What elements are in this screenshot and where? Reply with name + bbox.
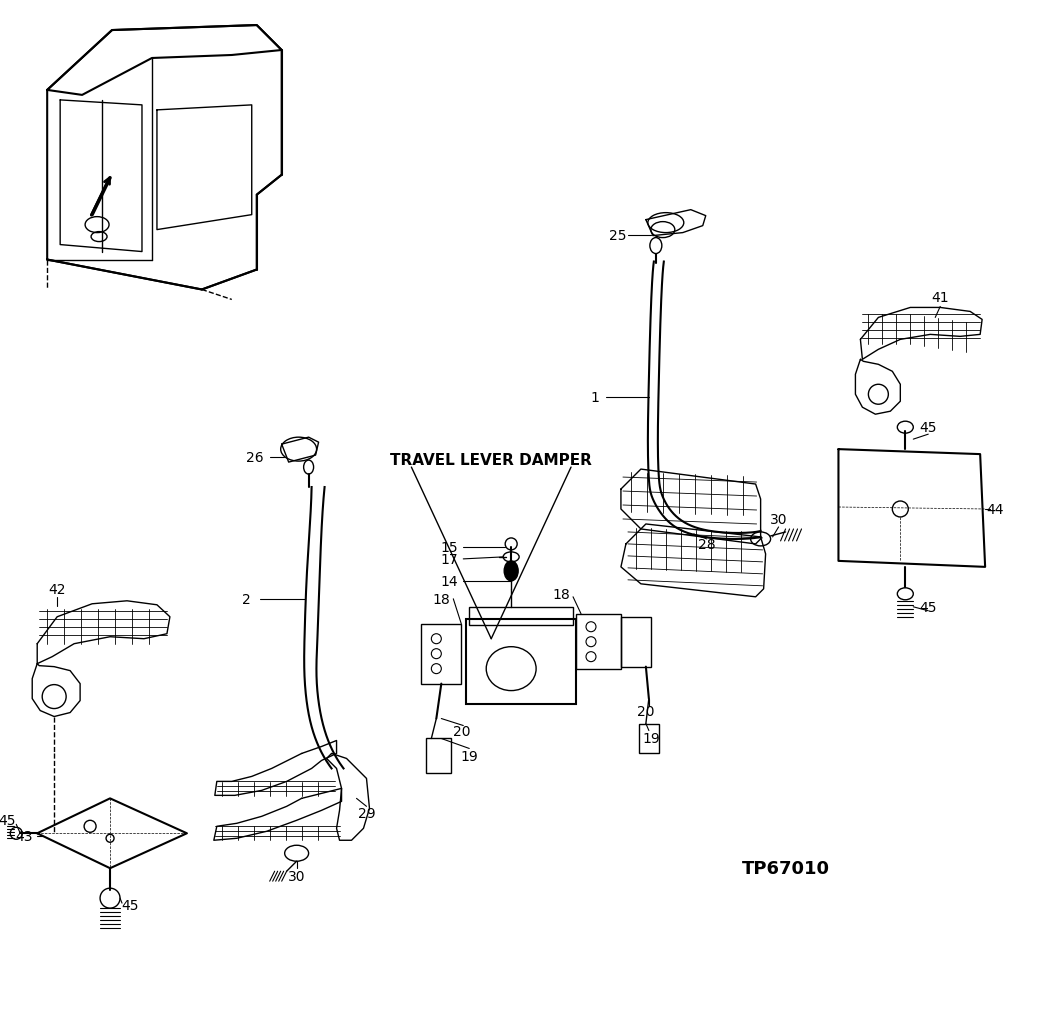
Text: 30: 30 [770,513,788,527]
Text: 17: 17 [440,552,458,566]
Text: 20: 20 [637,704,655,718]
Text: 30: 30 [288,869,305,884]
Ellipse shape [504,561,518,581]
Text: 2: 2 [243,592,251,607]
Bar [621,617,651,667]
Text: 19: 19 [460,750,478,763]
Text: 41: 41 [931,291,949,305]
Text: 43: 43 [16,829,33,843]
Bar [427,739,451,773]
Text: 42: 42 [48,582,66,596]
Bar [470,608,573,625]
Bar [422,624,461,683]
Text: 45: 45 [121,898,139,912]
Text: 18: 18 [432,592,450,607]
Text: 26: 26 [246,451,264,465]
Text: TP67010: TP67010 [742,859,829,878]
Bar [467,619,576,704]
Text: 45: 45 [919,421,937,435]
Text: 44: 44 [986,502,1004,517]
Text: 28: 28 [698,538,715,551]
Text: 29: 29 [358,807,376,821]
Text: 1: 1 [591,391,599,404]
Text: 15: 15 [440,540,458,554]
Text: 14: 14 [440,574,458,588]
Bar [639,724,659,754]
Text: 18: 18 [552,587,570,602]
Text: 45: 45 [0,814,16,827]
Bar [576,614,621,669]
Text: 45: 45 [919,601,937,614]
Text: TRAVEL LEVER DAMPER: TRAVEL LEVER DAMPER [390,452,592,467]
Text: 19: 19 [642,732,660,746]
Text: 25: 25 [609,228,627,243]
Text: 20: 20 [453,724,470,738]
